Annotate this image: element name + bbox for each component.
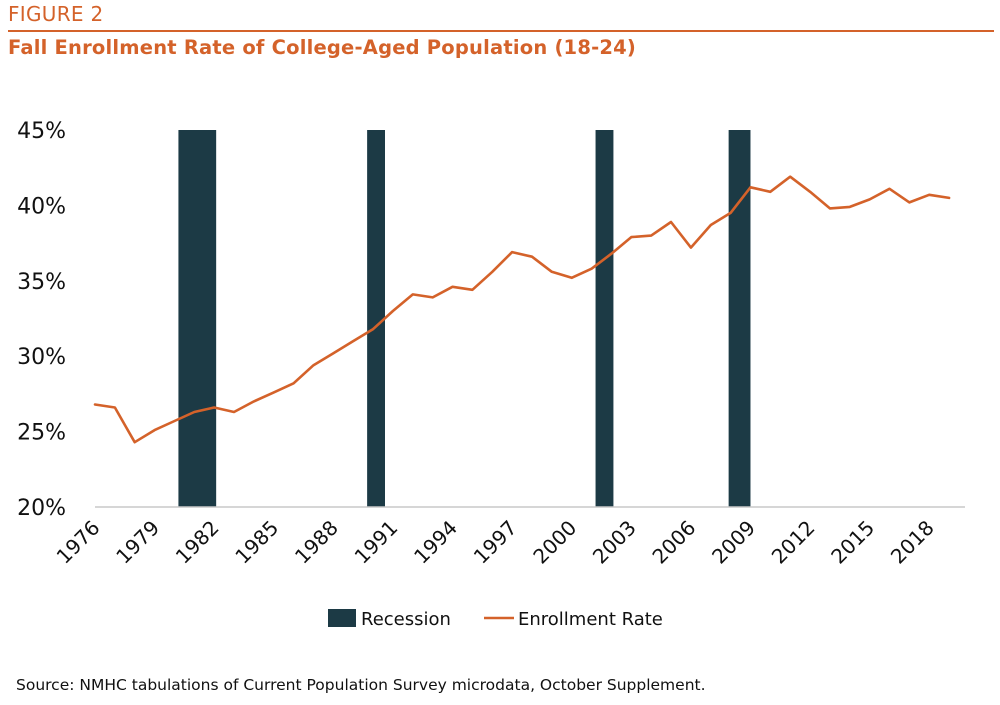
figure-label: FIGURE 2 [8, 2, 104, 26]
x-tick-label: 1988 [290, 516, 343, 569]
legend-enrollment-label: Enrollment Rate [518, 609, 663, 630]
chart: 20%25%30%35%40%45% 1976 1979 1982 1985 1988 1… [17, 119, 965, 630]
title-divider [8, 30, 994, 32]
recession-bar-1 [178, 130, 217, 507]
x-tick-label: 1991 [350, 516, 403, 569]
x-tick-label: 1994 [409, 516, 462, 569]
chart-title: Fall Enrollment Rate of College-Aged Pop… [8, 36, 637, 59]
x-tick-label: 2018 [886, 516, 939, 569]
x-tick-label: 1979 [111, 516, 164, 569]
y-tick-label: 20% [17, 496, 66, 521]
y-tick-label: 45% [17, 119, 66, 144]
x-tick-label: 2006 [647, 516, 700, 569]
x-axis-ticks: 1976 1979 1982 1985 1988 1991 1994 1997 2000 2003… [52, 516, 939, 569]
legend: Recession Enrollment Rate [328, 609, 663, 630]
enrollment-rate-line [93, 175, 951, 444]
recession-bars [178, 130, 751, 507]
x-tick-label: 2012 [767, 516, 820, 569]
enrollment-line-layer [93, 175, 951, 444]
y-tick-label: 25% [17, 421, 66, 446]
x-tick-label: 1976 [52, 516, 105, 569]
x-tick-label: 1985 [230, 516, 283, 569]
y-axis-ticks: 20% 25% 30% 35% 40% 45% [17, 119, 66, 521]
source-note: Source: NMHC tabulations of Current Popu… [16, 676, 706, 694]
legend-recession-swatch [328, 609, 356, 627]
y-tick-label: 30% [17, 345, 66, 370]
x-tick-label: 2015 [826, 516, 879, 569]
recession-bar-4 [728, 130, 751, 507]
y-tick-label: 35% [17, 270, 66, 295]
x-tick-label: 2000 [528, 516, 581, 569]
legend-recession-label: Recession [361, 609, 451, 630]
x-tick-label: 2003 [588, 516, 641, 569]
x-tick-label: 2009 [707, 516, 760, 569]
recession-bar-3 [595, 130, 614, 507]
y-tick-label: 40% [17, 194, 66, 219]
x-tick-label: 1982 [171, 516, 224, 569]
recession-bar-2 [367, 130, 385, 507]
x-tick-label: 1997 [469, 516, 522, 569]
